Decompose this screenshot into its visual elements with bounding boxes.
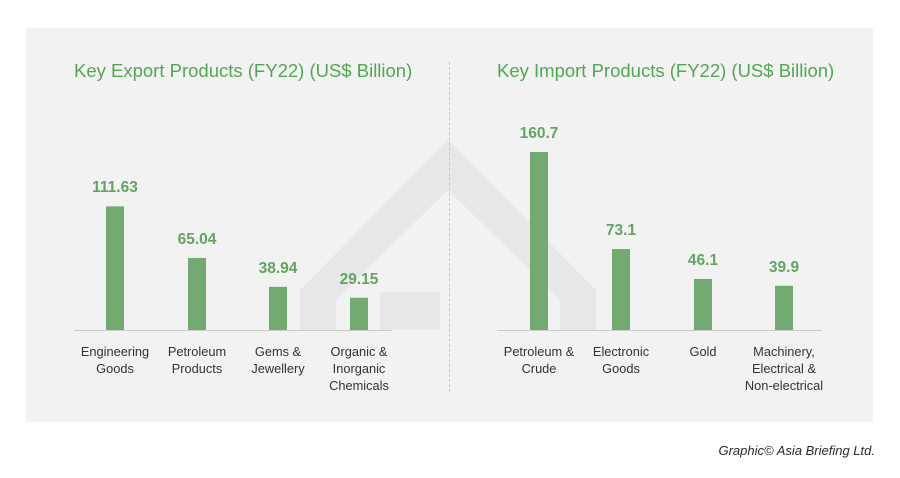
import-category-label-1: Electronic Goods (592, 344, 650, 376)
import-bar-0 (530, 152, 548, 330)
import-category-label-2: Gold (689, 344, 717, 359)
import-value-label-1: 73.1 (605, 222, 637, 240)
export-bar-2 (269, 286, 287, 330)
import-value-label-2: 46.1 (687, 251, 719, 269)
import-value-label-3: 39.9 (768, 258, 800, 276)
import-bar-1 (612, 249, 630, 330)
import-bar-2 (694, 278, 712, 330)
import-bar-3 (775, 285, 793, 330)
import-value-label-0: 160.7 (519, 125, 559, 142)
export-category-label-0: Engineering Goods (80, 344, 150, 376)
graphic-credit: Graphic© Asia Briefing Ltd. (718, 443, 875, 458)
export-bar-1 (188, 257, 206, 330)
export-bar-0 (106, 206, 124, 330)
export-value-label-3: 29.15 (339, 270, 379, 288)
chart-divider (449, 62, 450, 392)
import-category-label-0: Petroleum & Crude (503, 344, 575, 376)
import-category-label-3: Machinery, Electrical & Non-electrical (744, 344, 824, 393)
export-chart-title: Key Export Products (FY22) (US$ Billion) (74, 60, 413, 81)
export-bar-3 (350, 297, 368, 330)
import-chart-title: Key Import Products (FY22) (US$ Billion) (497, 60, 835, 81)
export-category-label-1: Petroleum Products (167, 344, 227, 376)
export-value-label-1: 65.04 (177, 230, 217, 248)
export-value-label-0: 111.63 (92, 179, 138, 197)
export-value-label-2: 38.94 (258, 259, 298, 277)
export-category-label-3: Organic & Inorganic Chemicals (329, 344, 389, 393)
export-category-label-2: Gems & Jewellery (251, 344, 305, 376)
